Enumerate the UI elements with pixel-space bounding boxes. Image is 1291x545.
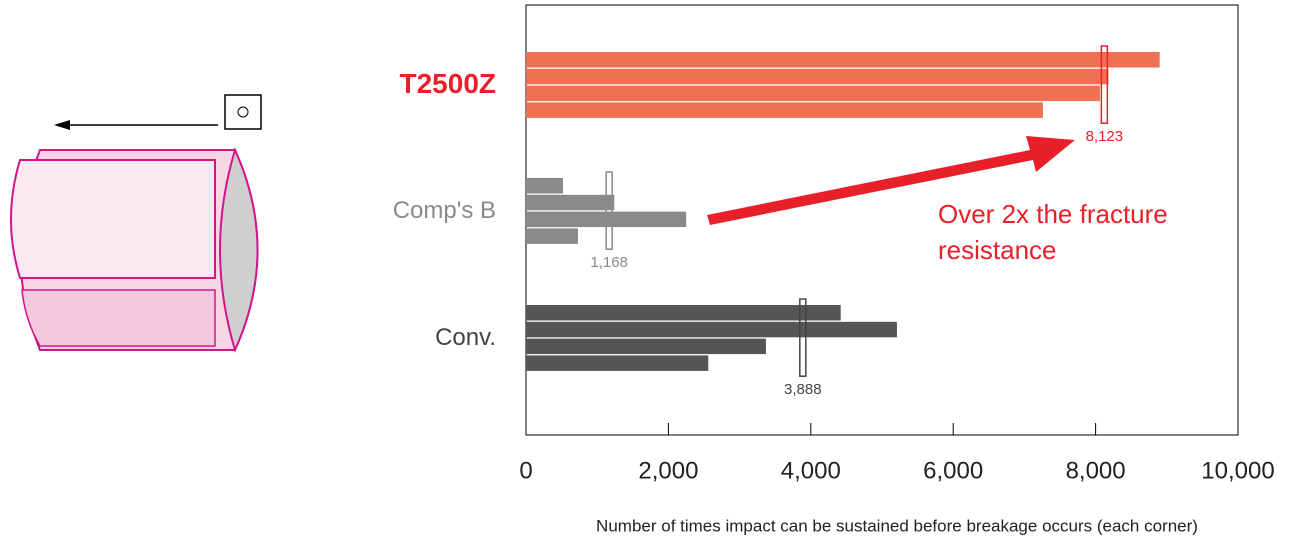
annotation: Over 2x the fracture resistance: [938, 199, 1168, 265]
arrow: [707, 136, 1075, 225]
bar: [526, 228, 578, 244]
x-tick-label: 2,000: [638, 457, 698, 484]
x-tick-label: 6,000: [923, 457, 983, 484]
bar: [526, 85, 1100, 102]
average-label: 8,123: [1086, 128, 1124, 145]
category-label: T2500Z: [400, 68, 497, 99]
bar: [526, 355, 709, 371]
x-tick-label: 4,000: [781, 457, 841, 484]
bar: [526, 102, 1043, 118]
bar: [526, 305, 841, 321]
bar: [526, 194, 615, 211]
average-marker: [799, 298, 807, 377]
x-tick-label: 8,000: [1066, 457, 1126, 484]
x-axis-label: Number of times impact can be sustained …: [596, 516, 1198, 535]
average-label: 1,168: [590, 254, 628, 271]
category-label: Conv.: [435, 324, 496, 351]
bar: [526, 321, 897, 338]
average-marker: [605, 171, 613, 250]
bar: [526, 178, 564, 194]
illustration: [10, 94, 262, 353]
bar: [526, 52, 1160, 68]
x-tick-label: 0: [519, 457, 532, 484]
bar: [526, 68, 1109, 85]
x-tick-label: 10,000: [1201, 457, 1274, 484]
category-label: Comp's B: [393, 197, 496, 224]
average-marker: [1100, 45, 1109, 124]
average-label: 3,888: [784, 381, 822, 398]
bar: [526, 338, 766, 355]
